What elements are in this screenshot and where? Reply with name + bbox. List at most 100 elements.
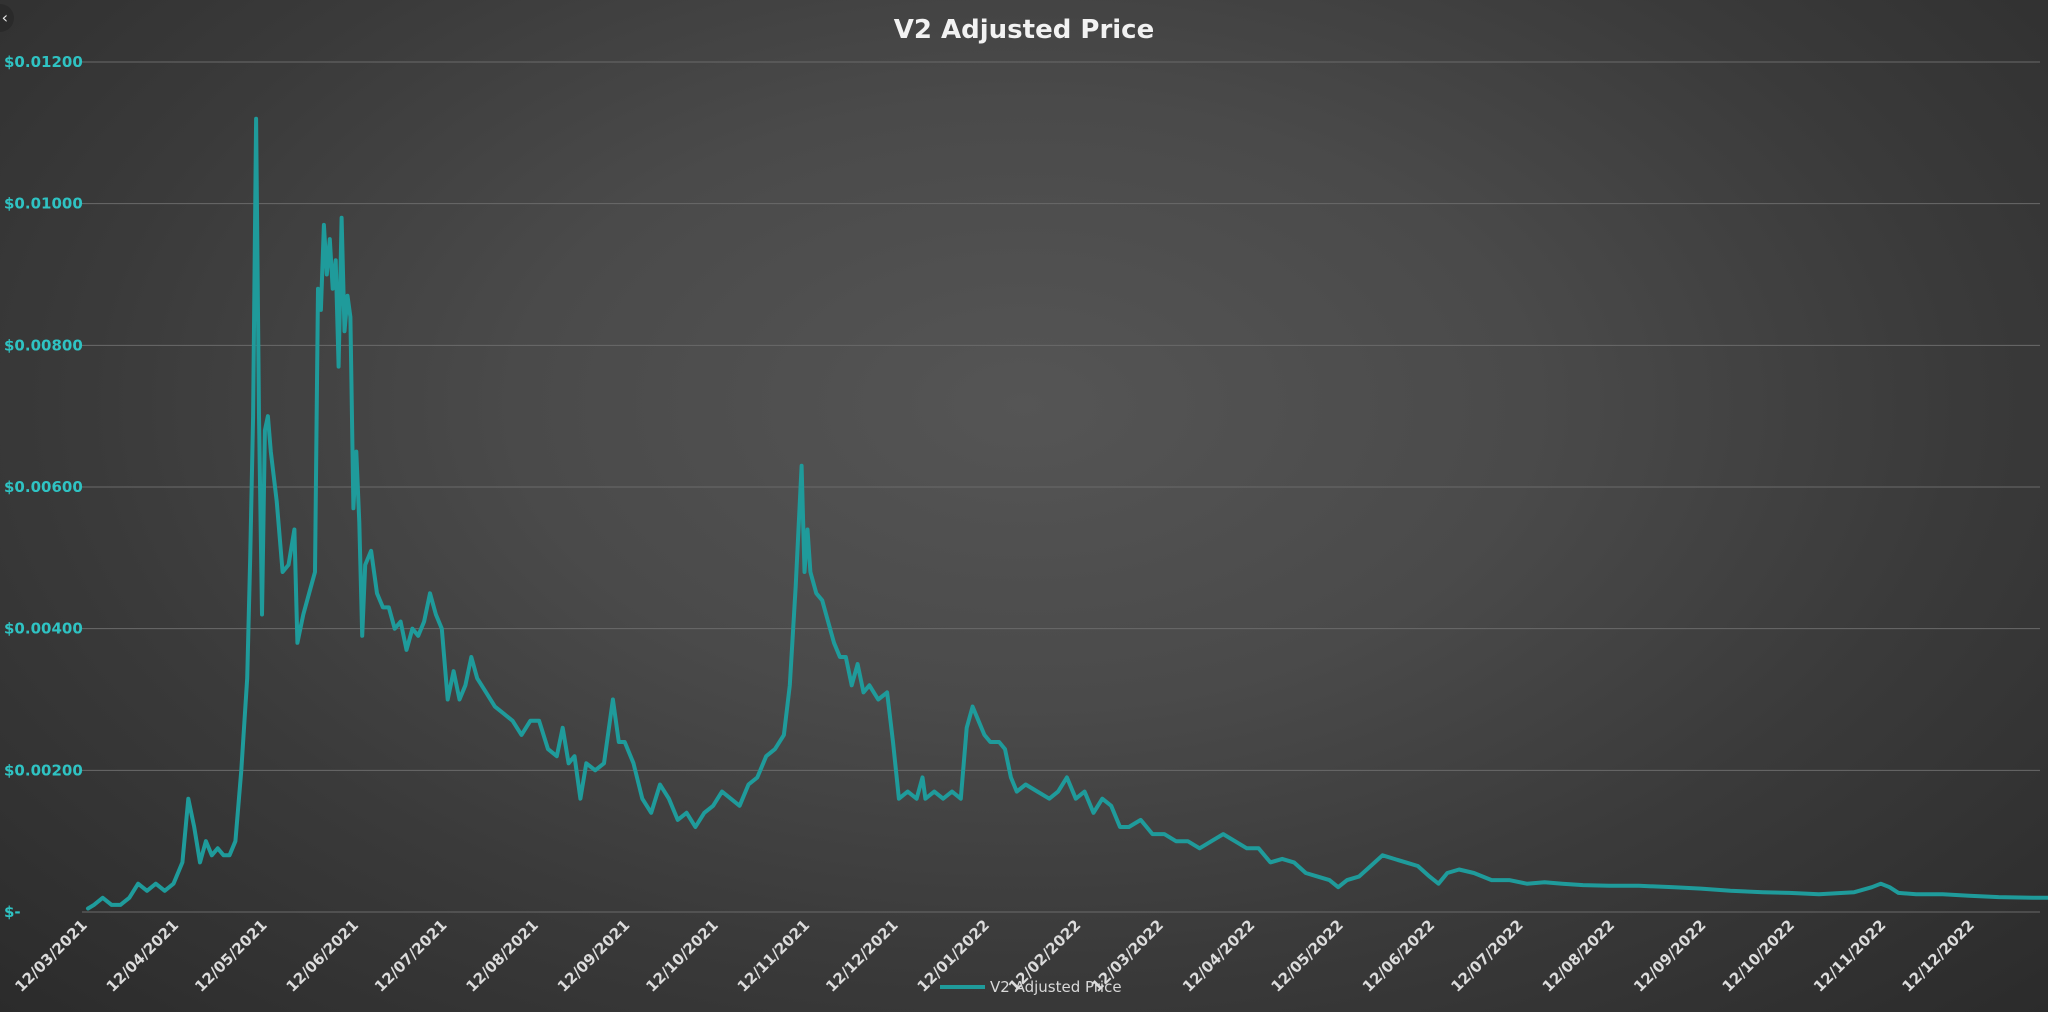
data-point	[331, 287, 334, 290]
data-point	[1281, 858, 1283, 860]
data-point	[240, 769, 243, 772]
data-point	[270, 450, 272, 453]
x-tick-label: 12/08/2022	[1539, 916, 1619, 996]
series-line	[86, 116, 2048, 911]
data-point	[287, 564, 290, 566]
data-point	[915, 797, 918, 800]
chevron-left-icon: ‹	[1, 8, 8, 27]
data-point	[1417, 865, 1419, 867]
data-point	[222, 854, 225, 857]
y-tick-label: $0.00600	[4, 478, 83, 496]
data-point	[261, 613, 263, 616]
data-point	[1561, 882, 1564, 885]
data-point	[211, 854, 213, 857]
data-point	[827, 620, 829, 623]
data-point	[1437, 882, 1440, 885]
data-point	[228, 854, 231, 857]
data-point	[856, 663, 859, 665]
data-point	[293, 528, 296, 531]
data-point	[868, 684, 871, 687]
data-point	[1458, 868, 1460, 871]
gridlines	[82, 61, 2040, 913]
data-point	[405, 649, 408, 651]
data-point	[1305, 872, 1307, 874]
data-point	[343, 330, 346, 333]
data-point	[435, 613, 437, 616]
data-point	[337, 365, 340, 368]
data-point	[1490, 879, 1493, 881]
data-point	[464, 684, 467, 687]
data-point	[1393, 858, 1395, 860]
data-point	[960, 797, 962, 800]
data-point	[1004, 748, 1006, 750]
data-point	[1092, 812, 1095, 814]
data-point	[193, 826, 195, 828]
data-point	[1997, 896, 2000, 898]
legend: V2 Adjusted Price	[940, 978, 1122, 996]
data-point	[1526, 882, 1528, 885]
data-point	[181, 861, 184, 864]
x-tick-label: 12/11/2021	[734, 916, 814, 996]
data-point	[774, 748, 776, 750]
data-point	[1700, 887, 1702, 890]
data-point	[429, 592, 431, 595]
data-point	[458, 698, 461, 701]
data-point	[556, 755, 558, 757]
y-tick-label: $0.00400	[4, 620, 83, 638]
data-point	[806, 528, 809, 531]
data-point	[650, 812, 652, 814]
data-point	[264, 429, 266, 432]
data-point	[520, 734, 523, 736]
data-point	[529, 720, 532, 722]
data-point	[87, 907, 89, 910]
data-point	[1222, 833, 1224, 835]
y-tick-label: $0.01200	[4, 53, 83, 71]
data-point	[1818, 893, 1820, 896]
x-tick-label: 12/05/2021	[191, 916, 271, 996]
data-point	[1128, 826, 1130, 828]
data-point	[155, 882, 157, 885]
data-point	[340, 217, 343, 219]
data-point	[547, 748, 549, 750]
data-point	[476, 677, 479, 680]
back-button[interactable]: ‹	[0, 4, 14, 32]
data-point	[1048, 797, 1051, 800]
data-point	[756, 776, 759, 779]
data-point	[1139, 819, 1142, 821]
data-point	[921, 776, 924, 779]
data-point	[800, 465, 803, 467]
x-tick-label: 12/10/2022	[1719, 916, 1799, 996]
data-point	[632, 762, 635, 765]
data-point	[538, 720, 540, 722]
data-point	[246, 677, 248, 680]
data-point	[1057, 790, 1059, 793]
data-point	[119, 904, 122, 906]
x-tick-label: 12/07/2021	[371, 916, 451, 996]
data-point	[361, 635, 364, 637]
data-point	[659, 783, 661, 786]
data-point	[612, 698, 614, 701]
chart-title: V2 Adjusted Price	[894, 15, 1154, 45]
data-point	[446, 698, 449, 701]
data-point	[93, 904, 95, 906]
data-point	[423, 620, 425, 623]
data-point	[1346, 879, 1348, 881]
data-point	[892, 741, 894, 743]
data-point	[685, 812, 688, 814]
data-point	[1293, 861, 1295, 864]
data-point	[110, 904, 113, 906]
data-point	[1897, 892, 1900, 894]
data-point	[267, 415, 269, 418]
data-point	[1175, 840, 1177, 842]
data-point	[821, 599, 823, 602]
data-point	[1016, 790, 1018, 793]
data-point	[1246, 847, 1248, 850]
data-point	[296, 642, 299, 644]
data-point	[898, 797, 900, 800]
data-point	[579, 797, 582, 800]
data-point	[137, 882, 139, 885]
data-point	[877, 698, 879, 701]
data-point	[1337, 886, 1339, 888]
data-point	[694, 826, 697, 828]
data-point	[441, 627, 443, 630]
